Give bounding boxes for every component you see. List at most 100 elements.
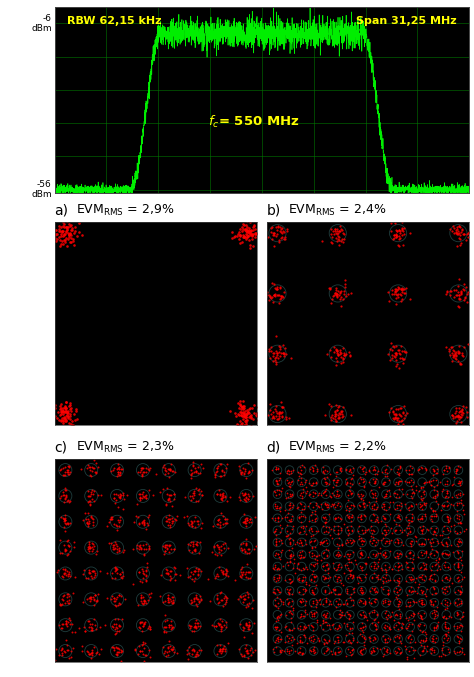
Point (97, 644, 105, 655)
Point (286, 624, 294, 635)
Point (238, 401, 246, 412)
Point (270, 227, 277, 238)
Point (438, 549, 446, 560)
Point (452, 408, 459, 418)
Point (456, 622, 463, 633)
Point (344, 609, 352, 619)
Point (409, 468, 416, 479)
Point (319, 615, 327, 626)
Point (382, 611, 389, 622)
Point (119, 489, 127, 500)
Point (278, 227, 286, 238)
Point (440, 521, 448, 531)
Point (320, 609, 328, 619)
Point (369, 642, 377, 653)
Point (137, 544, 145, 554)
Point (433, 489, 440, 500)
Point (285, 624, 293, 634)
Point (146, 645, 153, 655)
Point (380, 503, 387, 514)
Point (164, 642, 172, 653)
Point (243, 513, 250, 524)
Point (112, 488, 120, 499)
Point (192, 614, 200, 625)
Point (135, 488, 143, 499)
Point (402, 644, 410, 655)
Point (65, 468, 73, 479)
Point (426, 548, 434, 559)
Point (194, 649, 201, 660)
Point (241, 409, 248, 420)
Point (382, 536, 390, 546)
Point (286, 514, 293, 525)
Point (442, 492, 449, 503)
Point (393, 548, 401, 559)
Point (215, 547, 223, 558)
Point (430, 549, 438, 560)
Point (394, 282, 401, 292)
Point (286, 538, 293, 548)
Point (194, 467, 202, 478)
Point (166, 540, 173, 550)
Point (332, 649, 339, 660)
Point (395, 603, 403, 614)
Point (316, 599, 324, 610)
Point (88, 512, 95, 523)
Point (321, 474, 329, 485)
Point (167, 643, 174, 654)
Point (138, 626, 146, 637)
Point (440, 610, 447, 621)
Point (346, 610, 354, 621)
Point (91, 567, 99, 578)
Point (379, 651, 387, 662)
Point (390, 350, 398, 361)
Point (336, 293, 343, 304)
Point (111, 540, 118, 550)
Point (230, 232, 237, 243)
Point (411, 576, 419, 587)
Point (321, 586, 328, 596)
Point (168, 512, 176, 523)
Point (296, 490, 303, 501)
Point (98, 490, 105, 501)
Point (348, 573, 356, 584)
Point (388, 523, 395, 533)
Point (106, 517, 113, 528)
Point (237, 238, 244, 248)
Point (383, 521, 390, 532)
Point (311, 509, 319, 520)
Point (274, 463, 282, 474)
Point (162, 627, 170, 638)
Point (359, 498, 366, 509)
Point (409, 586, 417, 596)
Point (408, 468, 415, 479)
Point (146, 464, 153, 475)
Point (89, 542, 96, 552)
Point (219, 466, 226, 477)
Point (61, 469, 68, 480)
Point (310, 608, 318, 619)
Point (395, 409, 403, 420)
Text: RBW 62,15 kHz: RBW 62,15 kHz (67, 16, 162, 26)
Point (382, 547, 389, 558)
Point (429, 470, 437, 481)
Point (372, 618, 379, 629)
Point (346, 588, 354, 599)
Point (83, 645, 91, 656)
Point (299, 594, 306, 605)
Point (456, 239, 464, 250)
Point (443, 540, 451, 551)
Point (283, 223, 291, 234)
Point (397, 638, 404, 649)
Point (312, 525, 319, 536)
Point (242, 229, 250, 240)
Point (64, 234, 72, 244)
Point (454, 488, 462, 499)
Point (236, 399, 244, 410)
Point (251, 229, 258, 240)
Point (172, 563, 179, 574)
Point (326, 634, 333, 645)
Point (323, 513, 330, 524)
Point (437, 537, 445, 548)
Point (140, 594, 148, 605)
